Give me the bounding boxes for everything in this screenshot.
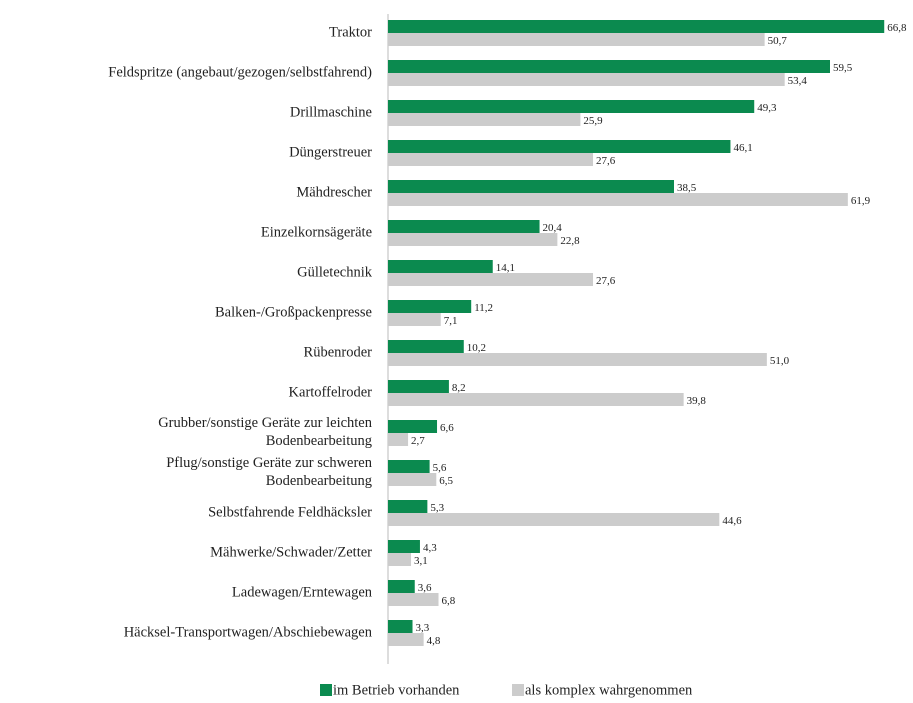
category-label: Balken-/Großpackenpresse xyxy=(215,304,372,320)
category-label: Feldspritze (angebaut/gezogen/selbstfahr… xyxy=(108,64,372,80)
value-label: 5,3 xyxy=(430,502,444,514)
value-label: 8,2 xyxy=(452,382,466,394)
category-label: Rübenroder xyxy=(304,344,373,360)
value-label: 11,2 xyxy=(474,302,493,314)
value-label: 6,5 xyxy=(439,475,453,487)
bar xyxy=(388,20,885,33)
value-label: 39,8 xyxy=(687,395,707,407)
bar xyxy=(388,233,558,246)
value-label: 27,6 xyxy=(596,275,616,287)
category-label: Grubber/sonstige Geräte zur leichten Bode… xyxy=(158,415,373,449)
bar xyxy=(388,393,684,406)
bar xyxy=(388,100,755,113)
bar xyxy=(388,633,424,646)
value-label: 49,3 xyxy=(757,102,777,114)
value-label: 3,1 xyxy=(414,555,428,567)
category-label: Traktor xyxy=(329,24,372,40)
category-label: Düngerstreuer xyxy=(289,144,372,160)
bar xyxy=(388,553,412,566)
bar xyxy=(388,220,540,233)
bar xyxy=(388,180,674,193)
value-label: 10,2 xyxy=(467,342,486,354)
value-label: 4,8 xyxy=(427,635,441,647)
category-label: Kartoffelroder xyxy=(289,384,373,400)
value-label: 7,1 xyxy=(444,315,458,327)
bar xyxy=(388,313,441,326)
value-label: 59,5 xyxy=(833,62,853,74)
value-label: 20,4 xyxy=(543,222,563,234)
bar xyxy=(388,380,449,393)
bar xyxy=(388,460,430,473)
category-label: Selbstfahrende Feldhäcksler xyxy=(208,504,372,520)
category-label: Einzelkornsägeräte xyxy=(261,224,372,240)
category-label: Mähdrescher xyxy=(296,184,372,200)
bar xyxy=(388,473,437,486)
value-label: 6,6 xyxy=(440,422,454,434)
bar xyxy=(388,153,594,166)
bar xyxy=(388,580,415,593)
value-label: 25,9 xyxy=(583,115,603,127)
value-label: 51,0 xyxy=(770,355,790,367)
value-label: 3,6 xyxy=(418,582,432,594)
legend-swatch xyxy=(512,684,524,696)
bar xyxy=(388,500,428,513)
bar xyxy=(388,593,439,606)
bar xyxy=(388,353,767,366)
legend-label: im Betrieb vorhanden xyxy=(333,682,460,698)
value-label: 6,8 xyxy=(442,595,456,607)
bar xyxy=(388,260,493,273)
bar xyxy=(388,140,731,153)
bar xyxy=(388,113,581,126)
bar xyxy=(388,193,848,206)
value-label: 4,3 xyxy=(423,542,437,554)
value-label: 38,5 xyxy=(677,182,697,194)
bar xyxy=(388,33,765,46)
legend-swatch xyxy=(320,684,332,696)
category-label: Ladewagen/Erntewagen xyxy=(232,584,373,600)
value-label: 27,6 xyxy=(596,155,616,167)
value-label: 3,3 xyxy=(416,622,430,634)
bar xyxy=(388,513,720,526)
bar xyxy=(388,620,413,633)
bar xyxy=(388,60,830,73)
bar xyxy=(388,540,420,553)
legend-label: als komplex wahrgenommen xyxy=(525,682,693,698)
value-label: 22,8 xyxy=(560,235,580,247)
category-label: Mähwerke/Schwader/Zetter xyxy=(210,544,372,560)
value-label: 2,7 xyxy=(411,435,425,447)
value-label: 53,4 xyxy=(788,75,808,87)
value-label: 44,6 xyxy=(722,515,742,527)
value-label: 14,1 xyxy=(496,262,515,274)
category-label: Häcksel-Transportwagen/Abschiebewagen xyxy=(124,624,373,640)
bar xyxy=(388,73,785,86)
category-label: Gülletechnik xyxy=(297,264,373,280)
bar xyxy=(388,420,438,433)
bar xyxy=(388,273,594,286)
category-label: Pflug/sonstige Geräte zur schweren Bodenb… xyxy=(166,455,373,489)
value-label: 50,7 xyxy=(768,35,788,47)
bar xyxy=(388,433,409,446)
value-label: 46,1 xyxy=(733,142,752,154)
bar xyxy=(388,340,464,353)
bar xyxy=(388,300,472,313)
category-label: Drillmaschine xyxy=(290,104,372,120)
value-label: 5,6 xyxy=(433,462,447,474)
value-label: 66,8 xyxy=(887,22,907,34)
value-label: 61,9 xyxy=(851,195,871,207)
